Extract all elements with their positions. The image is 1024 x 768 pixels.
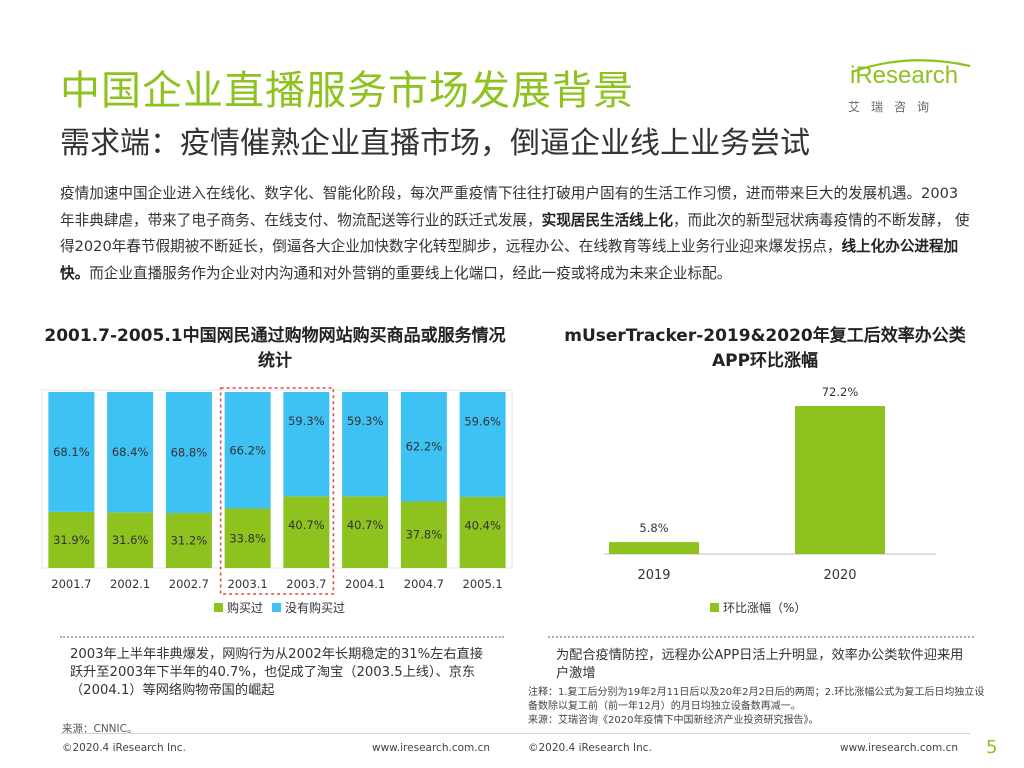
chart1-label-bought: 40.4%	[464, 518, 501, 532]
chart1-bar-bought	[165, 513, 212, 568]
chart1-label-not-bought: 59.3%	[347, 414, 384, 428]
left-source: 来源：CNNIC。	[62, 723, 138, 735]
intro-text-1: 疫情加速中国企业进入在线化、数字化、智能化阶段，每次严重疫情下往往打破用户固有的…	[60, 185, 959, 229]
chart1-bar-not-bought	[400, 392, 447, 502]
chart1-bar-not-bought	[459, 392, 506, 497]
chart1-label-not-bought: 66.2%	[229, 443, 266, 457]
chart1-label-bought: 31.2%	[171, 534, 208, 548]
chart2-legend-label: 环比涨幅（%）	[723, 600, 806, 615]
chart1-label-not-bought: 68.4%	[112, 445, 149, 459]
chart1-label-bought: 31.9%	[53, 533, 90, 547]
right-footnote: 注释：1.复工后分别为19年2月11日后以及20年2月2日后的两周；2.环比涨幅…	[528, 686, 988, 728]
chart2-svg: 5.8% 2019 72.2% 2020 环比涨幅（%）	[604, 385, 936, 615]
footer-copyright-left: ©2020.4 iResearch Inc.	[62, 742, 186, 754]
chart1-label-bought: 33.8%	[229, 531, 266, 545]
logo-arc-icon	[851, 59, 971, 74]
chart1-bar-bought	[107, 512, 154, 568]
chart2-legend-swatch	[710, 603, 719, 612]
chart1-bar-bought	[48, 511, 95, 568]
chart1-x-tick: 2003.1	[228, 577, 268, 591]
chart1-legend-swatch-bought	[214, 603, 223, 612]
chart1-legend-not-bought: 没有购买过	[285, 600, 345, 615]
logo-cn-text: 艾瑞咨询	[848, 100, 941, 114]
page-subtitle: 需求端：疫情催熟企业直播市场，倒逼企业线上业务尝试	[60, 126, 810, 161]
chart2-x-tick: 2020	[823, 568, 856, 583]
chart1-label-not-bought: 68.1%	[53, 445, 90, 459]
left-note: 2003年上半年非典爆发，网购行为从2002年长期稳定的31%左右直接跃升至20…	[70, 647, 483, 698]
chart1-bar-bought	[459, 496, 506, 568]
page-number: 5	[986, 737, 998, 758]
footnote-source: 来源：艾瑞咨询《2020年疫情下中国新经济产业投资研究报告》。	[528, 715, 819, 726]
chart1-bar-not-bought	[48, 392, 95, 512]
chart1-bar-not-bought	[283, 392, 330, 497]
chart1-label-bought: 40.7%	[347, 518, 384, 532]
chart1-bar-not-bought	[165, 392, 212, 514]
footer-divider	[60, 733, 970, 734]
left-note-separator	[60, 636, 504, 638]
chart1-x-tick: 2005.1	[463, 577, 503, 591]
chart1-svg: 68.1% 31.9% 2001.7 68.4% 31.6% 2002.1 68.8% 31.…	[41, 387, 513, 615]
intro-bold-2: 线上化办公进程加快。	[60, 238, 959, 282]
chart1-label-bought: 40.7%	[288, 518, 325, 532]
footer-copyright-right: ©2020.4 iResearch Inc.	[528, 742, 652, 754]
chart1-bar-not-bought	[224, 392, 271, 509]
page-title: 中国企业直播服务市场发展背景	[60, 68, 634, 114]
intro-paragraph: 疫情加速中国企业进入在线化、数字化、智能化阶段，每次严重疫情下往往打破用户固有的…	[60, 181, 972, 287]
chart2-title: mUserTracker-2019&2020年复工后效率办公类APP环比涨幅	[564, 326, 966, 371]
chart1-x-tick: 2004.1	[345, 577, 385, 591]
logo: iResearch 艾瑞咨询	[848, 59, 978, 114]
chart1-title: 2001.7-2005.1中国网民通过购物网站购买商品或服务情况统计	[44, 326, 506, 371]
chart1-label-bought: 31.6%	[112, 533, 149, 547]
chart1-x-tick: 2004.7	[404, 577, 444, 591]
chart2-data-label: 72.2%	[822, 385, 859, 399]
footer-website-left: www.iresearch.com.cn	[372, 742, 491, 754]
chart1-bar-bought	[283, 496, 330, 568]
chart1-bar-bought	[342, 496, 389, 568]
chart1-x-tick: 2003.7	[286, 577, 326, 591]
chart2-bar	[795, 406, 885, 554]
chart1-label-not-bought: 59.6%	[464, 414, 501, 428]
chart1-legend-bought: 购买过	[227, 600, 263, 615]
chart2-data-label: 5.8%	[639, 521, 668, 535]
chart1-bar-bought	[400, 501, 447, 568]
intro-bold-1: 实现居民生活线上化	[541, 211, 673, 229]
footer-website-right: www.iresearch.com.cn	[840, 742, 959, 754]
intro-text-2: ，而此次的新型冠状病毒疫情的不断发酵， 使得2020年春节假期被不断延长，倒逼各…	[60, 211, 970, 256]
chart1-label-not-bought: 68.8%	[171, 446, 208, 460]
chart2-x-tick: 2019	[637, 568, 670, 583]
chart1-label-bought: 37.8%	[406, 528, 443, 542]
chart1-label-not-bought: 62.2%	[406, 440, 443, 454]
right-note: 为配合疫情防控，远程办公APP日活上升明显，效率办公类软件迎来用户激增	[556, 648, 964, 681]
chart2-bar	[609, 542, 699, 554]
chart1-plot-frame	[41, 389, 513, 569]
footnote-note: 注释：1.复工后分别为19年2月11日后以及20年2月2日后的两周；2.环比涨幅…	[528, 687, 985, 712]
chart1-x-tick: 2002.7	[169, 577, 209, 591]
logo-text: iResearch	[850, 62, 959, 89]
chart1-bar-not-bought	[107, 392, 154, 513]
chart1-label-not-bought: 59.3%	[288, 414, 325, 428]
chart1-x-tick: 2002.1	[110, 577, 150, 591]
chart1-bar-bought	[224, 508, 271, 568]
chart1-legend-swatch-not-bought	[272, 603, 281, 612]
chart1-highlight-box	[219, 387, 335, 595]
right-note-separator	[548, 636, 974, 638]
chart1-x-tick: 2001.7	[51, 577, 91, 591]
intro-text-3: 而企业直播服务作为企业对内沟通和对外营销的重要线上化端口，经此一疫或将成为未来企…	[89, 264, 732, 282]
chart1-bar-not-bought	[342, 392, 389, 497]
